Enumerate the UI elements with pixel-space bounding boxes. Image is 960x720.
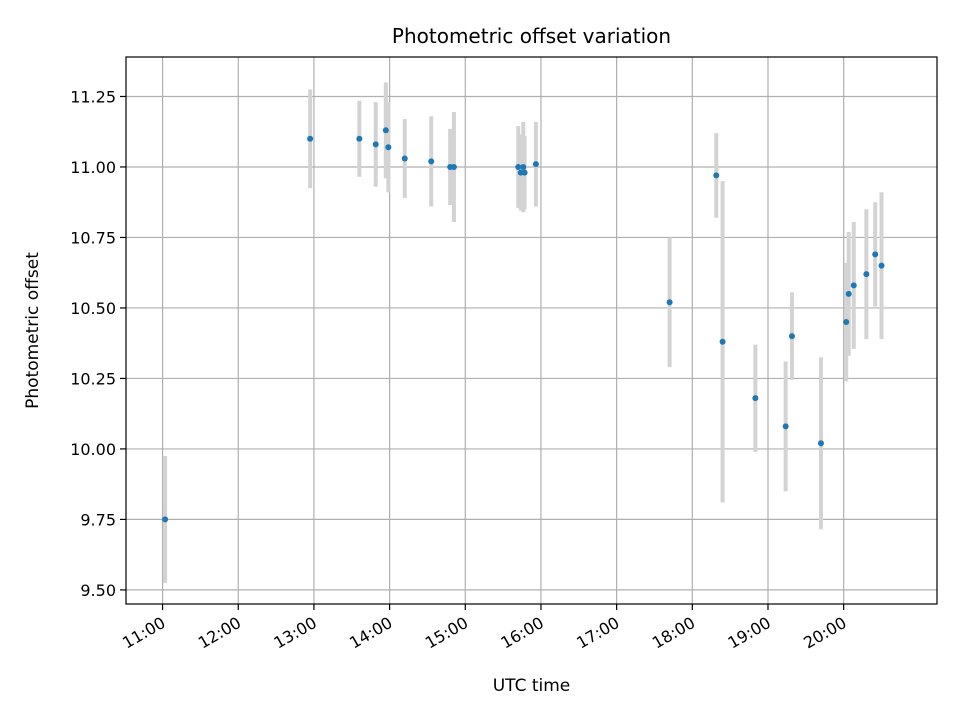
data-point xyxy=(356,135,363,142)
data-point xyxy=(666,299,673,306)
y-tick-label: 11.25 xyxy=(70,87,116,106)
data-point xyxy=(532,161,539,168)
y-axis-label: Photometric offset xyxy=(23,252,43,409)
data-point xyxy=(843,319,850,326)
data-point xyxy=(713,172,720,179)
data-point xyxy=(719,338,726,345)
data-point xyxy=(752,395,759,402)
data-point xyxy=(372,141,379,148)
data-point xyxy=(863,271,870,278)
data-point xyxy=(878,262,885,269)
plot-frame xyxy=(125,56,938,605)
data-point xyxy=(817,440,824,447)
y-tick-label: 11.00 xyxy=(70,158,116,177)
x-axis-label: UTC time xyxy=(493,676,571,696)
chart-title: Photometric offset variation xyxy=(392,24,671,48)
data-point xyxy=(162,516,169,523)
data-point xyxy=(788,333,795,340)
data-point xyxy=(782,423,789,430)
data-points xyxy=(162,127,885,523)
y-axis-ticks: 9.50 9.75 10.00 10.25 10.50 10.75 11.00 11.25 xyxy=(70,87,126,600)
y-tick-label: 9.50 xyxy=(80,581,116,600)
grid xyxy=(126,57,937,604)
data-point xyxy=(428,158,435,165)
data-point xyxy=(382,127,389,134)
data-point xyxy=(401,155,408,162)
data-point xyxy=(845,290,852,297)
data-point xyxy=(307,135,314,142)
y-tick-label: 10.25 xyxy=(70,369,116,388)
y-tick-label: 10.00 xyxy=(70,440,116,459)
data-point xyxy=(520,163,527,170)
y-tick-label: 9.75 xyxy=(80,510,116,529)
y-tick-label: 10.50 xyxy=(70,299,116,318)
data-point xyxy=(450,163,457,170)
data-point xyxy=(385,144,392,151)
data-point xyxy=(515,163,522,170)
data-point xyxy=(872,251,879,258)
y-tick-label: 10.75 xyxy=(70,228,116,247)
data-point xyxy=(521,169,528,176)
data-point xyxy=(850,282,857,289)
